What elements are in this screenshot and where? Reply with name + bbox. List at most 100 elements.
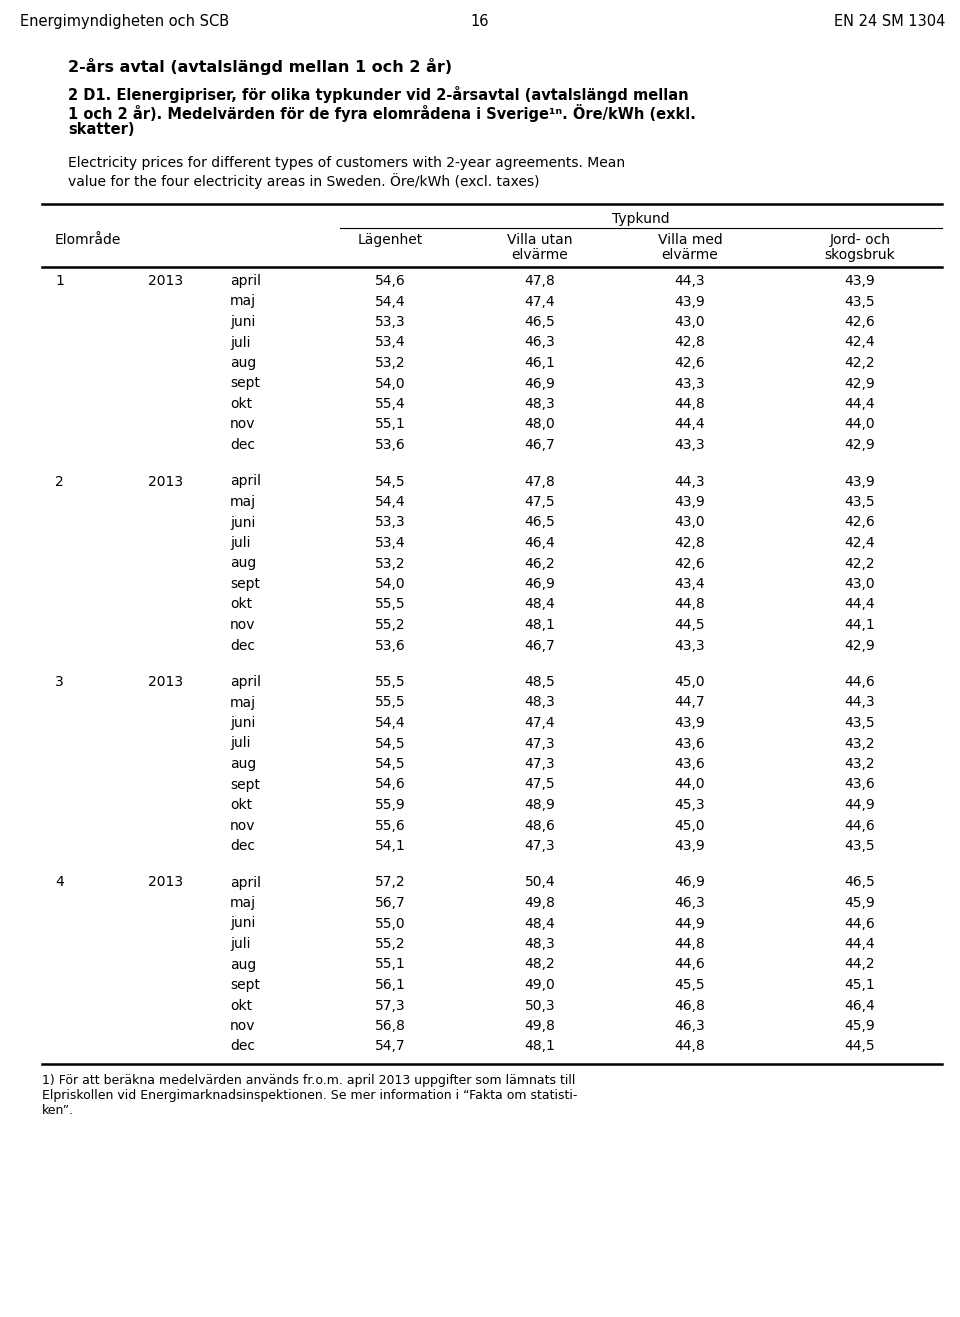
Text: 54,4: 54,4 bbox=[374, 716, 405, 730]
Text: 49,0: 49,0 bbox=[524, 979, 556, 992]
Text: 53,6: 53,6 bbox=[374, 639, 405, 652]
Text: value for the four electricity areas in Sweden. Öre/kWh (excl. taxes): value for the four electricity areas in … bbox=[68, 173, 540, 188]
Text: aug: aug bbox=[230, 757, 256, 770]
Text: 54,0: 54,0 bbox=[374, 377, 405, 391]
Text: 46,5: 46,5 bbox=[845, 876, 876, 889]
Text: 44,4: 44,4 bbox=[845, 598, 876, 611]
Text: nov: nov bbox=[230, 818, 255, 832]
Text: 42,8: 42,8 bbox=[675, 536, 706, 551]
Text: 44,6: 44,6 bbox=[845, 676, 876, 689]
Text: 43,9: 43,9 bbox=[845, 474, 876, 489]
Text: 46,4: 46,4 bbox=[845, 998, 876, 1013]
Text: 43,6: 43,6 bbox=[845, 777, 876, 792]
Text: 55,4: 55,4 bbox=[374, 396, 405, 411]
Text: juni: juni bbox=[230, 716, 255, 730]
Text: maj: maj bbox=[230, 695, 256, 710]
Text: 54,5: 54,5 bbox=[374, 757, 405, 770]
Text: 42,4: 42,4 bbox=[845, 336, 876, 349]
Text: 43,3: 43,3 bbox=[675, 439, 706, 452]
Text: okt: okt bbox=[230, 998, 252, 1013]
Text: 48,3: 48,3 bbox=[524, 936, 556, 951]
Text: 45,9: 45,9 bbox=[845, 1019, 876, 1033]
Text: elvärme: elvärme bbox=[512, 248, 568, 262]
Text: 46,8: 46,8 bbox=[675, 998, 706, 1013]
Text: 54,7: 54,7 bbox=[374, 1039, 405, 1054]
Text: 44,6: 44,6 bbox=[675, 957, 706, 972]
Text: 46,3: 46,3 bbox=[675, 1019, 706, 1033]
Text: 44,7: 44,7 bbox=[675, 695, 706, 710]
Text: 46,3: 46,3 bbox=[675, 896, 706, 910]
Text: 54,4: 54,4 bbox=[374, 495, 405, 508]
Text: 2013: 2013 bbox=[148, 876, 183, 889]
Text: 44,3: 44,3 bbox=[675, 474, 706, 489]
Text: 48,1: 48,1 bbox=[524, 618, 556, 632]
Text: 55,0: 55,0 bbox=[374, 917, 405, 931]
Text: 48,3: 48,3 bbox=[524, 695, 556, 710]
Text: 44,4: 44,4 bbox=[675, 417, 706, 432]
Text: 48,9: 48,9 bbox=[524, 798, 556, 813]
Text: juli: juli bbox=[230, 336, 251, 349]
Text: 43,3: 43,3 bbox=[675, 639, 706, 652]
Text: 43,0: 43,0 bbox=[675, 515, 706, 529]
Text: ken”.: ken”. bbox=[42, 1104, 74, 1117]
Text: sept: sept bbox=[230, 777, 260, 792]
Text: 50,3: 50,3 bbox=[525, 998, 555, 1013]
Text: 44,9: 44,9 bbox=[845, 798, 876, 813]
Text: sept: sept bbox=[230, 377, 260, 391]
Text: 4: 4 bbox=[55, 876, 63, 889]
Text: 2013: 2013 bbox=[148, 274, 183, 288]
Text: 2: 2 bbox=[55, 474, 63, 489]
Text: 46,5: 46,5 bbox=[524, 515, 556, 529]
Text: 1) För att beräkna medelvärden används fr.o.m. april 2013 uppgifter som lämnats : 1) För att beräkna medelvärden används f… bbox=[42, 1073, 575, 1087]
Text: 45,0: 45,0 bbox=[675, 818, 706, 832]
Text: 46,1: 46,1 bbox=[524, 356, 556, 370]
Text: 49,8: 49,8 bbox=[524, 1019, 556, 1033]
Text: 57,2: 57,2 bbox=[374, 876, 405, 889]
Text: 43,2: 43,2 bbox=[845, 736, 876, 751]
Text: 48,0: 48,0 bbox=[524, 417, 556, 432]
Text: 53,4: 53,4 bbox=[374, 336, 405, 349]
Text: 54,5: 54,5 bbox=[374, 736, 405, 751]
Text: 42,6: 42,6 bbox=[845, 315, 876, 329]
Text: 55,2: 55,2 bbox=[374, 936, 405, 951]
Text: 57,3: 57,3 bbox=[374, 998, 405, 1013]
Text: 44,2: 44,2 bbox=[845, 957, 876, 972]
Text: juli: juli bbox=[230, 736, 251, 751]
Text: dec: dec bbox=[230, 839, 255, 853]
Text: 42,4: 42,4 bbox=[845, 536, 876, 551]
Text: 43,0: 43,0 bbox=[845, 577, 876, 591]
Text: 48,6: 48,6 bbox=[524, 818, 556, 832]
Text: Typkund: Typkund bbox=[612, 212, 670, 227]
Text: 53,3: 53,3 bbox=[374, 315, 405, 329]
Text: 44,8: 44,8 bbox=[675, 396, 706, 411]
Text: 43,5: 43,5 bbox=[845, 295, 876, 308]
Text: nov: nov bbox=[230, 618, 255, 632]
Text: 53,2: 53,2 bbox=[374, 356, 405, 370]
Text: 46,2: 46,2 bbox=[524, 557, 556, 570]
Text: 54,4: 54,4 bbox=[374, 295, 405, 308]
Text: 42,2: 42,2 bbox=[845, 356, 876, 370]
Text: 44,0: 44,0 bbox=[845, 417, 876, 432]
Text: 48,4: 48,4 bbox=[524, 917, 556, 931]
Text: 44,1: 44,1 bbox=[845, 618, 876, 632]
Text: aug: aug bbox=[230, 356, 256, 370]
Text: 49,8: 49,8 bbox=[524, 896, 556, 910]
Text: 47,4: 47,4 bbox=[525, 295, 555, 308]
Text: skatter): skatter) bbox=[68, 122, 134, 137]
Text: 44,3: 44,3 bbox=[845, 695, 876, 710]
Text: 2013: 2013 bbox=[148, 474, 183, 489]
Text: Villa utan: Villa utan bbox=[507, 233, 573, 248]
Text: 47,3: 47,3 bbox=[525, 757, 555, 770]
Text: 55,6: 55,6 bbox=[374, 818, 405, 832]
Text: 54,5: 54,5 bbox=[374, 474, 405, 489]
Text: 46,5: 46,5 bbox=[524, 315, 556, 329]
Text: 45,1: 45,1 bbox=[845, 979, 876, 992]
Text: 1 och 2 år). Medelvärden för de fyra elområdena i Sverige¹ⁿ. Öre/kWh (exkl.: 1 och 2 år). Medelvärden för de fyra elo… bbox=[68, 104, 696, 122]
Text: okt: okt bbox=[230, 598, 252, 611]
Text: 50,4: 50,4 bbox=[525, 876, 555, 889]
Text: 47,5: 47,5 bbox=[525, 495, 555, 508]
Text: 44,4: 44,4 bbox=[845, 396, 876, 411]
Text: 53,3: 53,3 bbox=[374, 515, 405, 529]
Text: 56,7: 56,7 bbox=[374, 896, 405, 910]
Text: dec: dec bbox=[230, 1039, 255, 1054]
